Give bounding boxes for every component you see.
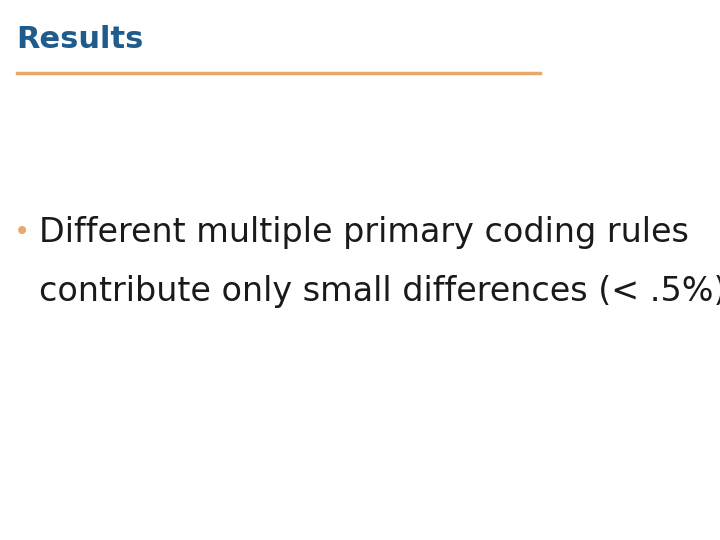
Text: Different multiple primary coding rules: Different multiple primary coding rules [39, 215, 688, 249]
Text: Results: Results [17, 25, 144, 54]
Text: contribute only small differences (< .5%): contribute only small differences (< .5%… [39, 275, 720, 308]
Text: •: • [14, 218, 30, 246]
